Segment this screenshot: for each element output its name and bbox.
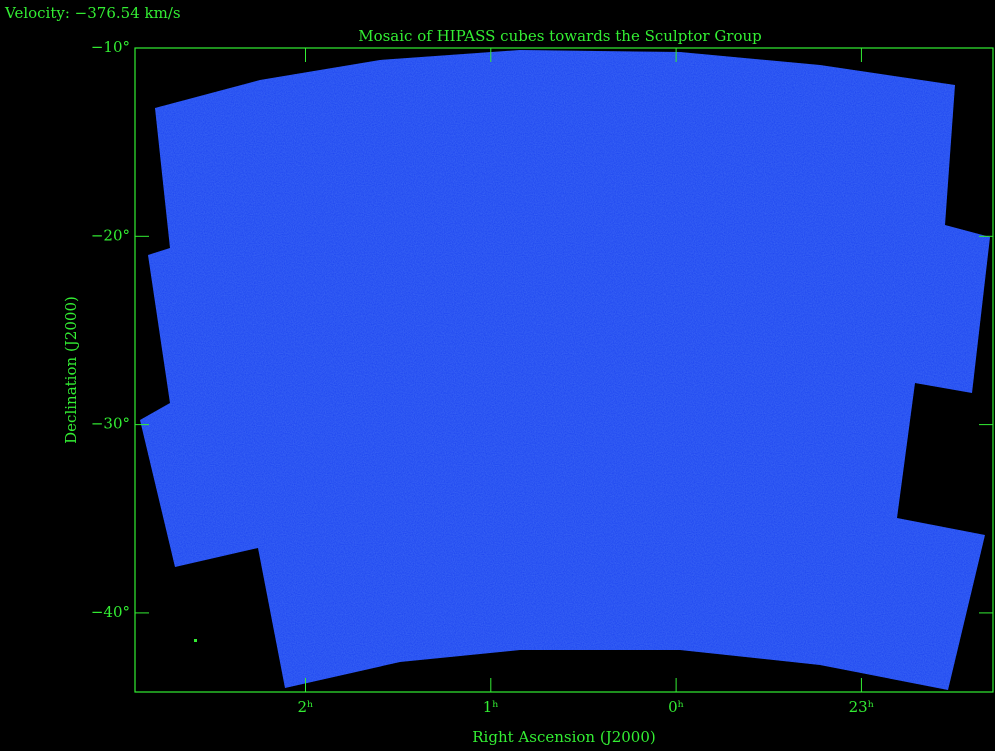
x-tick-label: 0ʰ — [668, 698, 684, 716]
velocity-label: Velocity: −376.54 km/s — [4, 4, 181, 22]
y-tick-label: −40° — [91, 603, 130, 621]
y-tick-label: −10° — [91, 38, 130, 56]
x-tick-label: 2ʰ — [297, 698, 313, 716]
x-tick-label: 23ʰ — [849, 698, 875, 716]
x-tick-label: 1ʰ — [483, 698, 499, 716]
marker — [194, 639, 197, 642]
y-tick-label: −30° — [91, 415, 130, 433]
y-tick-label: −20° — [91, 226, 130, 244]
chart: Velocity: −376.54 km/s Mosaic of HIPASS … — [0, 0, 995, 751]
y-axis-label: Declination (J2000) — [62, 296, 80, 444]
chart-title: Mosaic of HIPASS cubes towards the Sculp… — [358, 27, 762, 45]
x-axis-label: Right Ascension (J2000) — [472, 728, 655, 746]
sky-mosaic — [140, 50, 990, 690]
page: Velocity: −376.54 km/s Mosaic of HIPASS … — [0, 0, 995, 751]
